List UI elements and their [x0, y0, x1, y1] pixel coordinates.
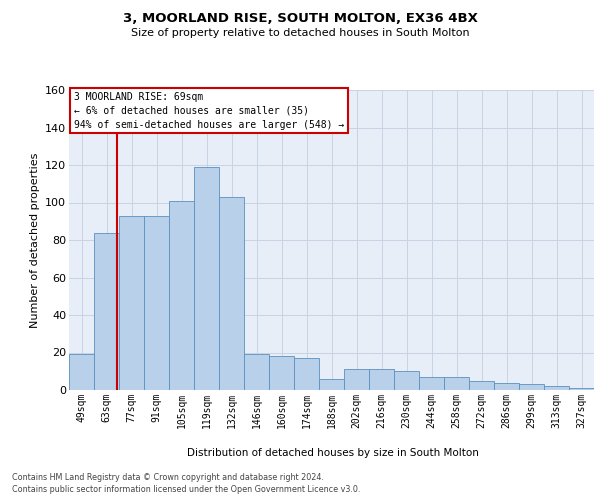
Text: Contains public sector information licensed under the Open Government Licence v3: Contains public sector information licen… [12, 485, 361, 494]
Bar [419, 377, 444, 390]
Bar [294, 358, 319, 390]
Bar [269, 356, 294, 390]
Bar [569, 388, 594, 390]
Bar [519, 384, 544, 390]
Bar [544, 386, 569, 390]
Bar [369, 370, 394, 390]
Bar [194, 167, 219, 390]
Text: 3 MOORLAND RISE: 69sqm
← 6% of detached houses are smaller (35)
94% of semi-deta: 3 MOORLAND RISE: 69sqm ← 6% of detached … [74, 92, 344, 130]
Bar [144, 216, 169, 390]
Bar [119, 216, 144, 390]
Bar [469, 380, 494, 390]
Text: Distribution of detached houses by size in South Molton: Distribution of detached houses by size … [187, 448, 479, 458]
Y-axis label: Number of detached properties: Number of detached properties [29, 152, 40, 328]
Bar [344, 370, 369, 390]
Text: 3, MOORLAND RISE, SOUTH MOLTON, EX36 4BX: 3, MOORLAND RISE, SOUTH MOLTON, EX36 4BX [122, 12, 478, 26]
Bar [494, 382, 519, 390]
Bar [94, 232, 119, 390]
Bar [69, 354, 94, 390]
Text: Size of property relative to detached houses in South Molton: Size of property relative to detached ho… [131, 28, 469, 38]
Bar [219, 197, 244, 390]
Bar [169, 200, 194, 390]
Bar [319, 379, 344, 390]
Bar [444, 377, 469, 390]
Bar [244, 354, 269, 390]
Bar [394, 371, 419, 390]
Text: Contains HM Land Registry data © Crown copyright and database right 2024.: Contains HM Land Registry data © Crown c… [12, 472, 324, 482]
